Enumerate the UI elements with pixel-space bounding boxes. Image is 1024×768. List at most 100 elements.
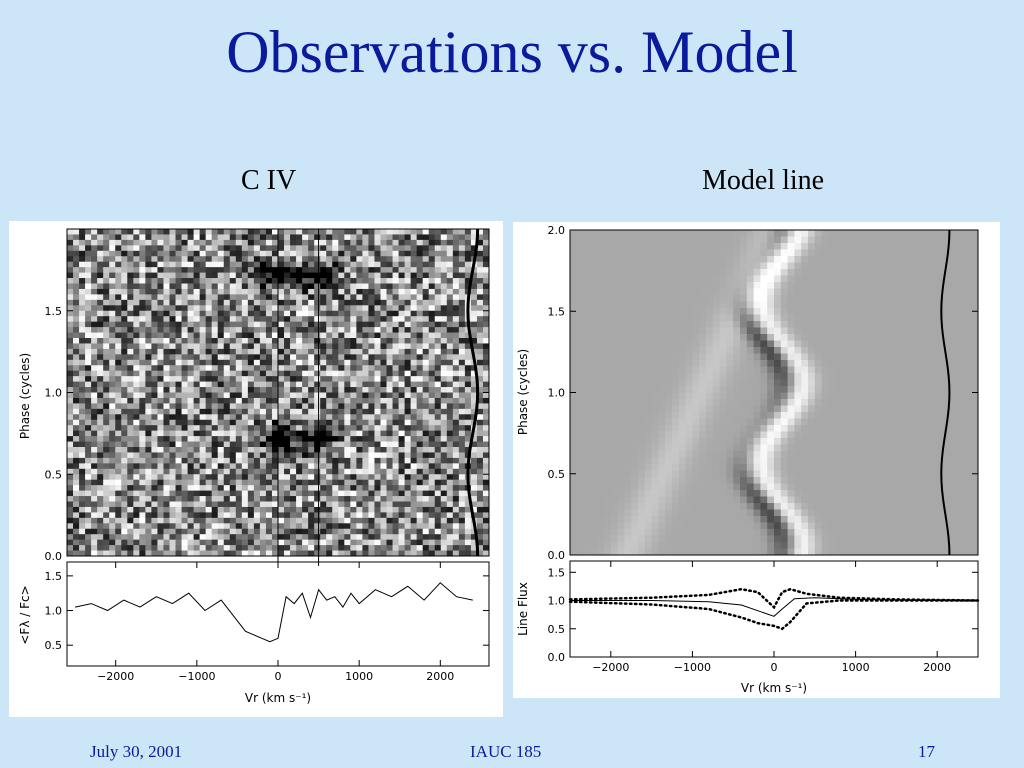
model-cell xyxy=(957,230,965,237)
spectrum-cell xyxy=(121,348,128,355)
model-cell xyxy=(597,282,605,289)
spectrum-cell xyxy=(103,348,110,355)
spectrum-cell xyxy=(338,436,345,442)
spectrum-cell xyxy=(175,239,182,246)
spectrum-cell xyxy=(374,550,381,557)
model-cell xyxy=(658,230,666,237)
model-cell xyxy=(801,262,809,270)
spectrum-cell xyxy=(302,550,309,557)
spectrum-cell xyxy=(302,272,309,279)
spectrum-cell xyxy=(205,441,213,448)
spectrum-cell xyxy=(79,501,86,508)
spectrum-cell xyxy=(368,501,375,508)
model-cell xyxy=(610,256,618,263)
spectrum-cell xyxy=(380,332,387,339)
spectrum-cell xyxy=(139,229,146,235)
spectrum-cell xyxy=(181,239,188,246)
spectrum-cell xyxy=(350,354,357,361)
spectrum-cell xyxy=(247,305,255,312)
left-flux-xtick-label: 0 xyxy=(275,670,282,683)
spectrum-cell xyxy=(380,468,387,475)
spectrum-cell xyxy=(434,381,442,388)
spectrum-cell xyxy=(344,441,351,448)
spectrum-cell xyxy=(199,239,207,246)
spectrum-cell xyxy=(422,534,430,541)
spectrum-cell xyxy=(109,436,116,442)
spectrum-cell xyxy=(235,447,243,453)
spectrum-cell xyxy=(115,550,122,557)
spectrum-cell xyxy=(253,528,261,535)
spectrum-cell xyxy=(374,239,381,246)
spectrum-cell xyxy=(350,283,357,290)
spectrum-cell xyxy=(278,256,285,263)
model-cell xyxy=(930,295,938,302)
model-cell xyxy=(808,256,816,263)
model-cell xyxy=(794,269,802,276)
spectrum-cell xyxy=(79,430,86,437)
model-cell xyxy=(746,243,754,250)
spectrum-cell xyxy=(133,392,140,399)
spectrum-cell xyxy=(368,256,375,263)
spectrum-cell xyxy=(67,479,74,486)
model-cell xyxy=(719,301,727,309)
spectrum-cell xyxy=(85,436,92,442)
spectrum-cell xyxy=(404,490,412,497)
model-cell xyxy=(876,275,884,283)
spectrum-cell xyxy=(235,310,243,317)
spectrum-cell xyxy=(314,447,321,453)
model-cell xyxy=(706,269,714,276)
spectrum-cell xyxy=(235,408,243,415)
model-cell xyxy=(712,243,720,250)
spectrum-cell xyxy=(115,397,122,404)
spectrum-cell xyxy=(344,414,351,421)
spectrum-cell xyxy=(380,343,387,350)
spectrum-cell xyxy=(350,376,357,382)
spectrum-cell xyxy=(175,354,182,361)
spectrum-cell xyxy=(103,359,110,366)
spectrum-cell xyxy=(265,305,273,312)
spectrum-cell xyxy=(350,496,357,502)
spectrum-cell xyxy=(446,321,454,328)
spectrum-cell xyxy=(217,229,225,235)
spectrum-cell xyxy=(386,261,393,268)
spectrum-cell xyxy=(169,310,176,317)
spectrum-cell xyxy=(434,261,442,268)
spectrum-cell xyxy=(362,332,369,339)
spectrum-cell xyxy=(326,441,333,448)
spectrum-cell xyxy=(284,376,291,382)
spectrum-cell xyxy=(145,408,152,415)
spectrum-cell xyxy=(169,392,176,399)
spectrum-cell xyxy=(127,485,134,491)
spectrum-cell xyxy=(458,359,466,366)
spectrum-cell xyxy=(302,332,309,339)
model-cell xyxy=(916,262,924,270)
spectrum-cell xyxy=(344,419,351,426)
spectrum-cell xyxy=(115,419,122,426)
model-cell xyxy=(726,288,734,296)
spectrum-cell xyxy=(265,452,273,459)
spectrum-cell xyxy=(79,316,86,323)
spectrum-cell xyxy=(223,457,231,464)
model-cell xyxy=(814,236,822,244)
spectrum-cell xyxy=(440,523,448,530)
spectrum-cell xyxy=(392,299,399,306)
spectrum-cell xyxy=(314,332,321,339)
spectrum-cell xyxy=(356,392,363,399)
spectrum-cell xyxy=(175,261,182,268)
spectrum-cell xyxy=(157,457,164,464)
spectrum-cell xyxy=(290,479,297,486)
spectrum-cell xyxy=(362,338,369,344)
spectrum-cell xyxy=(314,457,321,464)
model-cell xyxy=(876,230,884,237)
spectrum-cell xyxy=(145,517,152,524)
spectrum-cell xyxy=(434,348,442,355)
spectrum-cell xyxy=(440,545,448,551)
spectrum-cell xyxy=(151,474,158,481)
spectrum-cell xyxy=(284,441,291,448)
model-cell xyxy=(631,262,639,270)
model-cell xyxy=(916,243,924,250)
model-cell xyxy=(672,308,680,315)
spectrum-cell xyxy=(193,310,201,317)
spectrum-cell xyxy=(452,229,460,235)
spectrum-cell xyxy=(296,288,303,295)
